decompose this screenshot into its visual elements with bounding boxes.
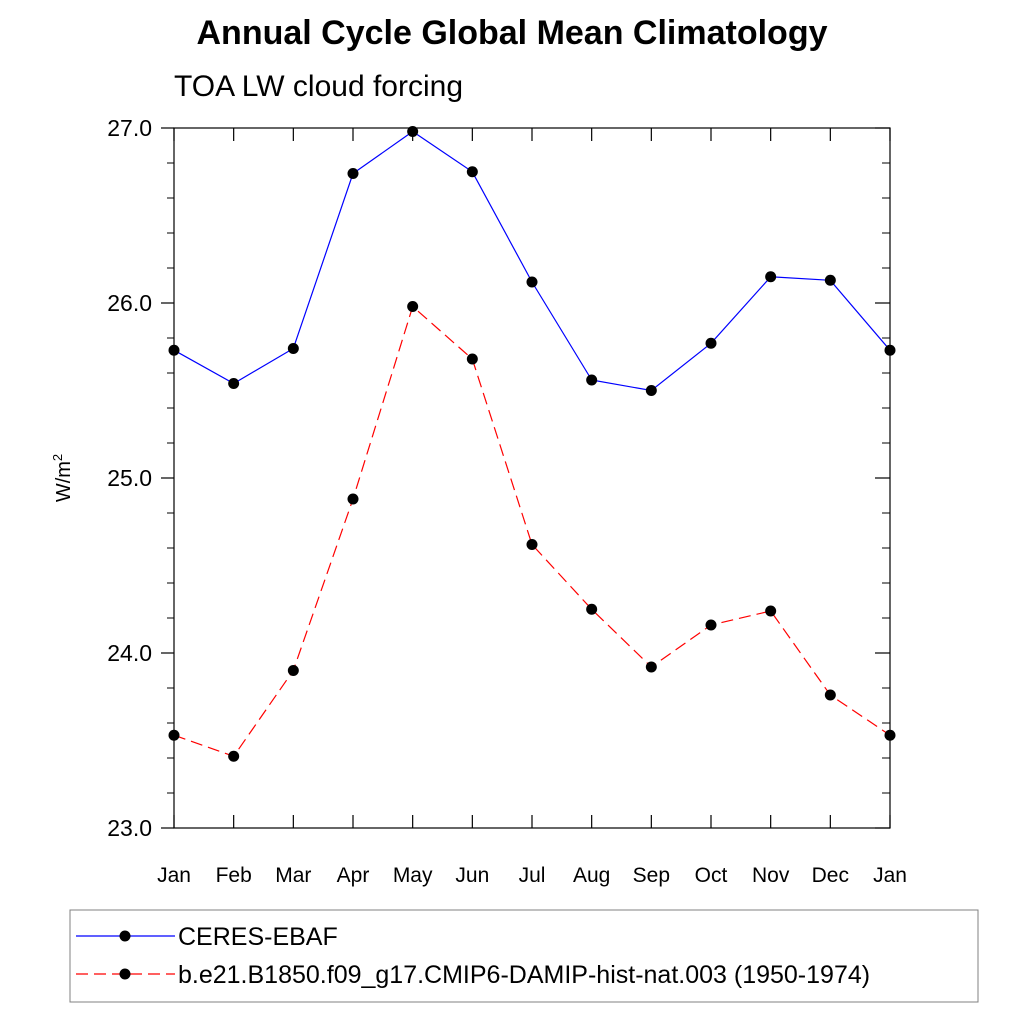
legend-marker <box>119 968 131 980</box>
y-tick-label: 27.0 <box>107 115 152 141</box>
data-point <box>347 168 359 179</box>
data-point <box>645 385 657 396</box>
x-tick-label: Dec <box>812 864 849 887</box>
series-line-0 <box>173 130 891 392</box>
x-tick-label: Jun <box>455 864 489 887</box>
y-tick-label: 24.0 <box>107 640 152 666</box>
x-tick-label: May <box>393 864 433 887</box>
y-axis-label: W/m2 <box>50 454 75 502</box>
y-tick-label: 23.0 <box>107 815 152 841</box>
y-tick-label: 25.0 <box>107 465 152 491</box>
data-point <box>586 374 598 386</box>
data-point <box>466 353 478 365</box>
data-point <box>765 271 777 283</box>
x-tick-label: Jan <box>873 864 907 887</box>
x-tick-label: Jul <box>519 864 546 887</box>
data-point <box>765 605 777 617</box>
data-point <box>705 619 717 631</box>
series-line-1 <box>173 305 891 758</box>
x-tick-label: Aug <box>573 864 610 887</box>
y-tick-label: 26.0 <box>107 290 152 316</box>
data-point <box>287 665 299 676</box>
chart-subtitle: TOA LW cloud forcing <box>174 70 464 103</box>
data-point <box>407 301 419 312</box>
data-point <box>526 539 538 550</box>
chart-title: Annual Cycle Global Mean Climatology <box>196 14 828 52</box>
data-point <box>228 750 240 762</box>
data-point <box>168 729 180 741</box>
y-axis-label-superscript: 2 <box>50 454 65 461</box>
legend-box <box>69 909 979 1003</box>
legend-marker <box>119 930 131 942</box>
data-point <box>466 166 478 178</box>
data-point <box>287 343 299 354</box>
data-point <box>168 344 180 356</box>
data-point <box>347 493 359 505</box>
plot-frame <box>173 127 891 829</box>
x-tick-label: Jan <box>157 864 191 887</box>
data-point <box>526 276 538 288</box>
data-point <box>884 729 896 741</box>
legend-label-1: b.e21.B1850.f09_g17.CMIP6-DAMIP-hist-nat… <box>178 961 870 989</box>
data-point <box>705 337 717 349</box>
x-tick-label: Apr <box>337 864 370 887</box>
legend-label-0: CERES-EBAF <box>178 923 338 951</box>
x-tick-label: Nov <box>752 864 790 887</box>
x-tick-label: Feb <box>216 864 252 887</box>
data-point <box>586 603 598 615</box>
y-axis-label-text: W/m <box>53 461 75 502</box>
data-point <box>824 274 836 286</box>
x-tick-label: Mar <box>275 864 311 887</box>
x-tick-label: Oct <box>695 864 728 887</box>
x-tick-label: Sep <box>633 864 670 887</box>
data-point <box>884 344 896 356</box>
data-point <box>407 126 419 137</box>
data-point <box>645 661 657 673</box>
data-point <box>824 689 836 701</box>
data-point <box>228 378 240 389</box>
